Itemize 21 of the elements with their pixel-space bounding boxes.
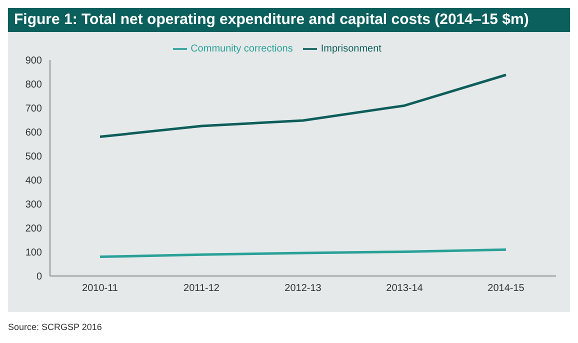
line-series: [98, 248, 508, 258]
y-tick-label: 300: [25, 200, 42, 211]
x-tick-label: 2010-11: [82, 283, 118, 294]
y-tick-label: 400: [25, 176, 42, 187]
source-note: Source: SCRGSP 2016: [8, 322, 103, 332]
y-tick-label: 500: [25, 152, 42, 163]
legend-label: Imprisonment: [320, 44, 382, 55]
line-series: [98, 74, 508, 138]
x-tick-label: 2013-14: [386, 283, 424, 294]
y-tick-label: 100: [25, 248, 42, 259]
y-tick-label: 600: [25, 128, 42, 139]
y-tick-label: 800: [25, 80, 42, 91]
legend-label: Community corrections: [190, 44, 293, 55]
chart-title: Figure 1: Total net operating expenditure and capital costs (2014–15 $m): [8, 8, 570, 32]
x-tick-label: 2014-15: [488, 283, 525, 294]
y-tick-label: 0: [36, 272, 42, 283]
y-tick-label: 900: [25, 56, 42, 67]
x-tick-label: 2011-12: [184, 283, 220, 294]
y-tick-label: 700: [25, 104, 42, 115]
y-tick-label: 200: [25, 224, 42, 235]
x-tick-label: 2012-13: [284, 283, 322, 294]
